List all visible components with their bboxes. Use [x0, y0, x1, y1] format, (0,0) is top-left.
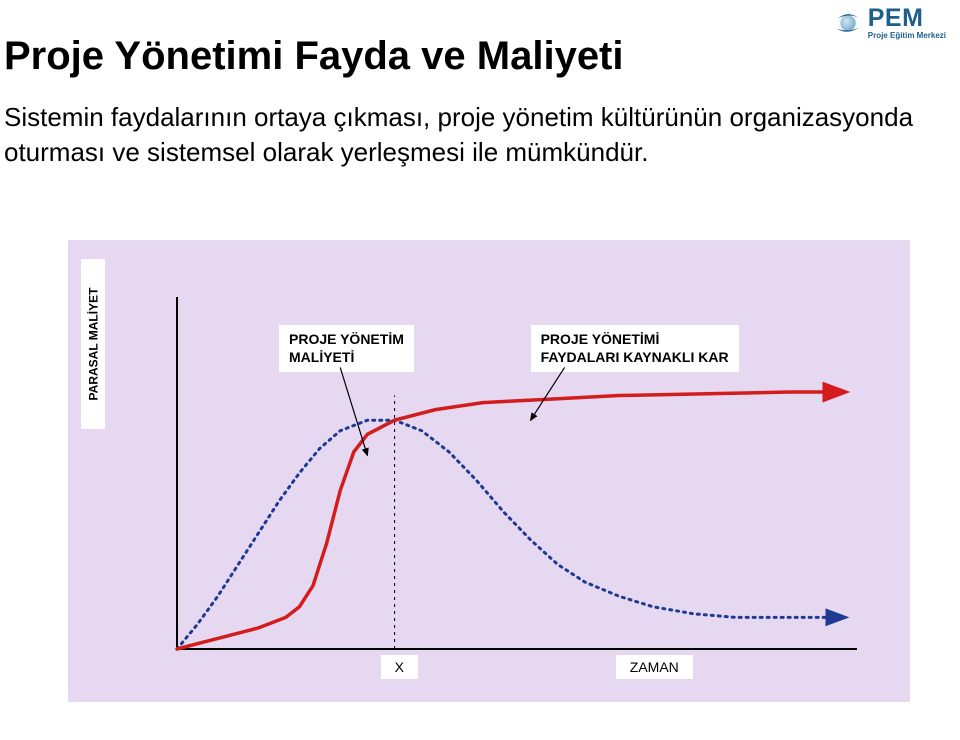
callout-arrow-cost [340, 367, 367, 455]
callout-arrow-benefit [531, 367, 565, 420]
page-title: Proje Yönetimi Fayda ve Maliyeti [4, 34, 624, 79]
brand-logo: PEM Proje Eğitim Merkezi [834, 6, 946, 40]
logo-title: PEM [868, 6, 946, 31]
page-subtitle: Sistemin faydalarının ortaya çıkması, pr… [4, 100, 924, 170]
y-axis-label-box: PARASAL MALİYET [81, 259, 105, 429]
y-axis-label: PARASAL MALİYET [86, 288, 100, 401]
chart-panel: PARASAL MALİYET PROJE YÖNETİMMALİYETİ PR… [68, 240, 910, 702]
chart-plot [165, 265, 885, 677]
series-cost-curve [177, 420, 843, 649]
globe-icon [834, 9, 862, 37]
logo-subtitle: Proje Eğitim Merkezi [868, 32, 946, 40]
chart-svg [165, 265, 885, 677]
